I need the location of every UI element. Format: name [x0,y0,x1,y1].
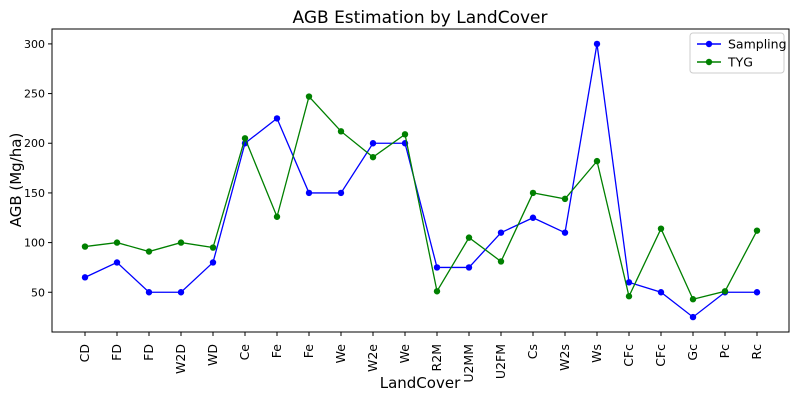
legend-box [689,32,785,74]
y-tick-label: 200 [24,137,45,150]
data-point [689,313,697,321]
data-point [593,40,601,48]
data-point [625,279,633,286]
data-point [113,239,121,246]
x-tick-label: We [397,344,412,364]
data-point [145,289,153,296]
data-point [81,274,89,281]
data-point [241,135,249,142]
legend-marker [705,58,713,66]
data-point [465,234,473,241]
y-tick-label: 150 [24,187,45,200]
x-tick-label: R2M [429,344,444,371]
data-point [113,259,121,266]
data-point [689,296,697,303]
x-tick-label: FD [109,344,124,361]
data-point [561,229,569,236]
data-point [305,189,313,197]
legend-label: TYG [727,55,753,70]
data-point [273,213,281,220]
data-point [593,157,601,165]
x-tick-label: CD [77,344,92,362]
y-axis-label: AGB (Mg/ha) [7,133,25,228]
data-point [753,289,761,296]
x-tick-label: Ws [589,344,604,363]
data-point [433,288,441,295]
x-tick-label: Fe [301,344,316,359]
series-layer [81,40,761,321]
x-tick-label: WD [205,344,220,366]
data-point [369,153,377,161]
data-point [657,289,665,296]
data-point [433,264,441,271]
x-tick-label: Ce [237,344,252,361]
x-tick-label: CFc [621,344,636,367]
data-point [625,293,633,300]
data-point [273,115,281,122]
y-tick-label: 300 [24,38,45,51]
data-point [337,128,345,135]
legend-label: Sampling [728,37,787,52]
y-tick-label: 250 [24,88,45,101]
data-point [369,140,377,147]
x-tick-label: FD [141,344,156,361]
x-tick-label: Rc [749,344,764,360]
series-line [84,43,757,318]
y-axis: 50 100 150 200 250 300 [24,38,52,299]
series-line [84,95,758,300]
data-point [209,259,217,266]
x-axis-label: LandCover [380,374,461,392]
x-tick-label: Pc [717,344,732,359]
data-point [145,248,153,255]
legend-marker [705,40,713,48]
x-tick-label: W2e [365,344,380,372]
x-tick-label: CFc [653,344,668,367]
y-tick-label: 50 [31,286,45,299]
plot-frame [51,28,790,333]
data-point [721,288,729,295]
x-tick-label: Fe [269,344,284,359]
data-point [529,214,537,221]
data-point [81,243,89,250]
y-tick-label: 100 [24,237,45,250]
data-point [753,227,761,234]
x-axis: CD FD FD W2D WD Ce Fe Fe We W2e We R2M U2MM U2FM Cs W2s… [77,332,764,383]
series-sampling [81,40,761,321]
x-tick-label: We [333,344,348,364]
data-point [497,258,505,265]
data-point [657,225,665,232]
x-tick-label: W2s [557,344,572,371]
data-point [529,189,537,197]
data-point [401,131,409,138]
data-point [337,189,345,197]
legend: Sampling TYG [689,32,787,74]
data-point [561,195,569,203]
x-tick-label: U2FM [493,344,508,379]
data-point [177,239,185,246]
series-tyg [81,93,761,303]
x-tick-label: U2MM [461,344,476,383]
data-point [497,229,505,236]
chart-title: AGB Estimation by LandCover [293,8,548,28]
x-tick-label: W2D [173,344,188,374]
data-point [465,264,473,271]
data-point [177,289,185,296]
x-tick-label: Gc [685,344,700,361]
data-point [305,93,313,100]
data-point [209,244,217,251]
x-tick-label: Cs [525,344,540,359]
